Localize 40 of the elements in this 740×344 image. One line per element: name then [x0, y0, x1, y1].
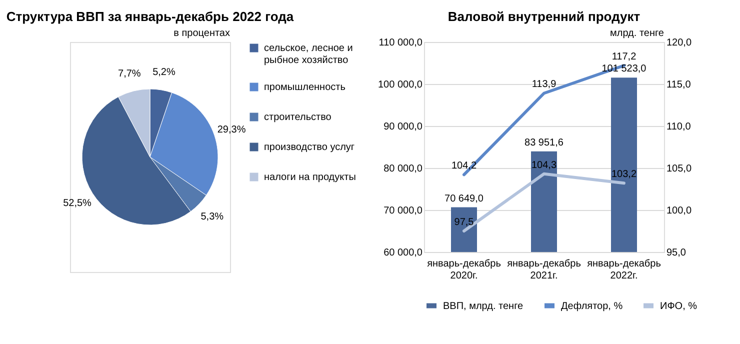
y2-tick-label: 105,0: [666, 164, 692, 174]
data-label: 117,2: [612, 52, 637, 63]
legend-label: Дефлятор, %: [561, 300, 623, 312]
data-label: 7,7%: [118, 68, 141, 80]
legend-label: строительство: [264, 112, 332, 123]
y2-tick-label: 115,0: [666, 80, 692, 90]
y-tick-label: 100 000,0: [378, 80, 423, 90]
y-tick-label: 60 000,0: [384, 248, 423, 258]
y-tick-label: 110 000,0: [378, 38, 423, 48]
chart-title: Структура ВВП за январь-декабрь 2022 года: [6, 9, 294, 24]
legend-label: производство услуг: [264, 142, 355, 153]
legend-label: промышленность: [264, 82, 346, 93]
data-label: 5,2%: [152, 67, 176, 78]
y2-tick-label: 100,0: [666, 206, 692, 216]
legend-label: налоги на продукты: [264, 172, 356, 183]
data-label: 70 649,0: [444, 193, 484, 204]
x-tick-label: январь-декабрь 2022г.: [587, 258, 661, 282]
legend-label: сельское, лесное и рыбное хозяйство: [264, 43, 353, 66]
x-tick-label: январь-декабрь 2020г.: [427, 258, 501, 282]
text: млрд. тенге: [610, 28, 664, 39]
data-label: 97,5: [454, 217, 474, 228]
y-tick-label: 90 000,0: [384, 122, 423, 132]
x-tick-label: январь-декабрь 2021г.: [507, 258, 581, 282]
data-label: 5,3%: [200, 211, 224, 222]
data-label: 104,3: [531, 160, 557, 171]
data-label: 113,9: [532, 79, 557, 90]
data-label: 29,3%: [217, 124, 246, 136]
y-tick-label: 80 000,0: [384, 164, 423, 174]
chart-title: Валовой внутренний продукт: [448, 9, 640, 24]
legend-label: ИФО, %: [660, 300, 698, 312]
data-label: 52,5%: [63, 198, 92, 209]
text: в процентах: [174, 28, 230, 39]
y2-tick-label: 120,0: [666, 38, 692, 48]
y-tick-label: 70 000,0: [384, 206, 423, 216]
legend-label: ВВП, млрд. тенге: [443, 300, 524, 312]
data-label: 101 523,0: [602, 64, 647, 75]
data-label: 103,2: [611, 169, 637, 180]
y2-tick-label: 95,0: [666, 248, 686, 258]
data-label: 83 951,6: [524, 137, 564, 148]
y2-tick-label: 110,0: [666, 122, 692, 132]
